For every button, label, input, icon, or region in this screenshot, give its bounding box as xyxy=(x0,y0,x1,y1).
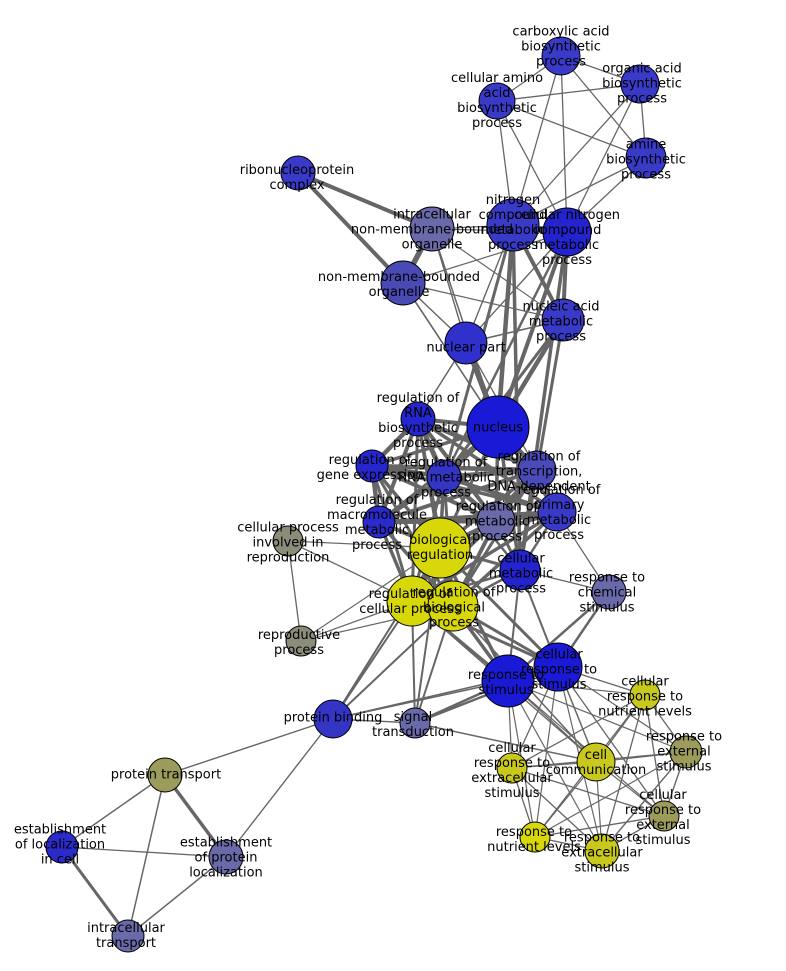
graph-node[interactable] xyxy=(625,137,667,179)
graph-edge[interactable] xyxy=(164,718,334,776)
graph-edge[interactable] xyxy=(296,171,434,231)
graph-node[interactable] xyxy=(584,833,620,869)
graph-edge[interactable] xyxy=(496,83,641,102)
graph-edge[interactable] xyxy=(534,751,687,838)
graph-edge[interactable] xyxy=(495,222,516,430)
graph-node[interactable] xyxy=(541,298,585,342)
graph-node[interactable] xyxy=(499,549,541,591)
graph-edge[interactable] xyxy=(560,55,647,159)
graph-node[interactable] xyxy=(481,654,535,708)
graph-node[interactable] xyxy=(466,395,530,459)
graph-node[interactable] xyxy=(272,525,304,557)
graph-edge[interactable] xyxy=(560,55,568,233)
graph-node[interactable] xyxy=(362,505,396,539)
graph-node[interactable] xyxy=(533,642,583,692)
graph-node[interactable] xyxy=(147,757,183,793)
graph-node[interactable] xyxy=(496,752,528,784)
graph-edge[interactable] xyxy=(377,510,559,524)
graph-node[interactable] xyxy=(426,459,462,495)
graph-node[interactable] xyxy=(576,742,616,782)
nodes-layer xyxy=(45,36,703,953)
graph-edge[interactable] xyxy=(61,846,227,858)
graph-edge[interactable] xyxy=(465,231,568,344)
graph-edge[interactable] xyxy=(511,767,603,852)
graph-edge[interactable] xyxy=(296,171,405,285)
graph-node[interactable] xyxy=(409,517,471,579)
graph-edge[interactable] xyxy=(557,666,687,753)
graph-edge[interactable] xyxy=(414,722,597,763)
graph-node[interactable] xyxy=(629,679,661,711)
graph-node[interactable] xyxy=(542,207,592,257)
graph-edge[interactable] xyxy=(534,815,665,838)
graph-edge[interactable] xyxy=(566,83,641,233)
graph-edge[interactable] xyxy=(601,751,687,852)
graph-edge[interactable] xyxy=(225,718,334,858)
graph-node[interactable] xyxy=(444,321,488,365)
graph-edge[interactable] xyxy=(534,666,559,838)
graph-edge[interactable] xyxy=(287,540,302,642)
graph-node[interactable] xyxy=(478,82,516,120)
graph-node[interactable] xyxy=(111,919,145,953)
graph-node[interactable] xyxy=(208,839,244,875)
graph-edge[interactable] xyxy=(511,694,646,769)
graph-node[interactable] xyxy=(486,198,540,252)
graph-edge[interactable] xyxy=(512,55,562,226)
graph-node[interactable] xyxy=(399,707,431,739)
graph-node[interactable] xyxy=(519,821,551,853)
graph-node[interactable] xyxy=(517,450,557,490)
graph-edge[interactable] xyxy=(61,774,166,848)
graph-node[interactable] xyxy=(45,830,79,864)
graph-edge[interactable] xyxy=(127,774,166,937)
graph-node[interactable] xyxy=(541,36,581,76)
graph-edge[interactable] xyxy=(60,845,130,938)
graph-node[interactable] xyxy=(313,699,353,739)
graph-node[interactable] xyxy=(537,492,577,532)
graph-edge[interactable] xyxy=(507,680,687,753)
graph-edge[interactable] xyxy=(496,230,569,429)
graph-node[interactable] xyxy=(591,574,627,610)
graph-node[interactable] xyxy=(409,206,455,252)
graph-edge[interactable] xyxy=(496,100,647,159)
graph-edge[interactable] xyxy=(370,464,498,523)
graph-edge[interactable] xyxy=(416,417,559,514)
graph-edge[interactable] xyxy=(127,856,227,937)
graph-node[interactable] xyxy=(476,501,516,541)
graph-edge[interactable] xyxy=(442,475,559,514)
graph-node[interactable] xyxy=(427,580,479,632)
graph-edge[interactable] xyxy=(402,231,568,284)
graph-edge[interactable] xyxy=(507,680,603,852)
graph-edge[interactable] xyxy=(332,547,441,720)
edges-layer xyxy=(60,55,687,938)
graph-edge[interactable] xyxy=(410,510,559,603)
graph-edge[interactable] xyxy=(511,767,665,817)
graph-node[interactable] xyxy=(380,260,426,306)
graph-edge[interactable] xyxy=(496,100,568,233)
graph-node[interactable] xyxy=(669,735,703,769)
graph-node[interactable] xyxy=(355,449,389,483)
graph-node[interactable] xyxy=(285,625,317,657)
graph-node[interactable] xyxy=(400,401,436,437)
graph-edge[interactable] xyxy=(512,83,641,226)
graph-edge[interactable] xyxy=(332,605,454,720)
graph-node[interactable] xyxy=(280,155,316,191)
graph-node[interactable] xyxy=(620,64,660,104)
graph-node[interactable] xyxy=(648,800,680,832)
